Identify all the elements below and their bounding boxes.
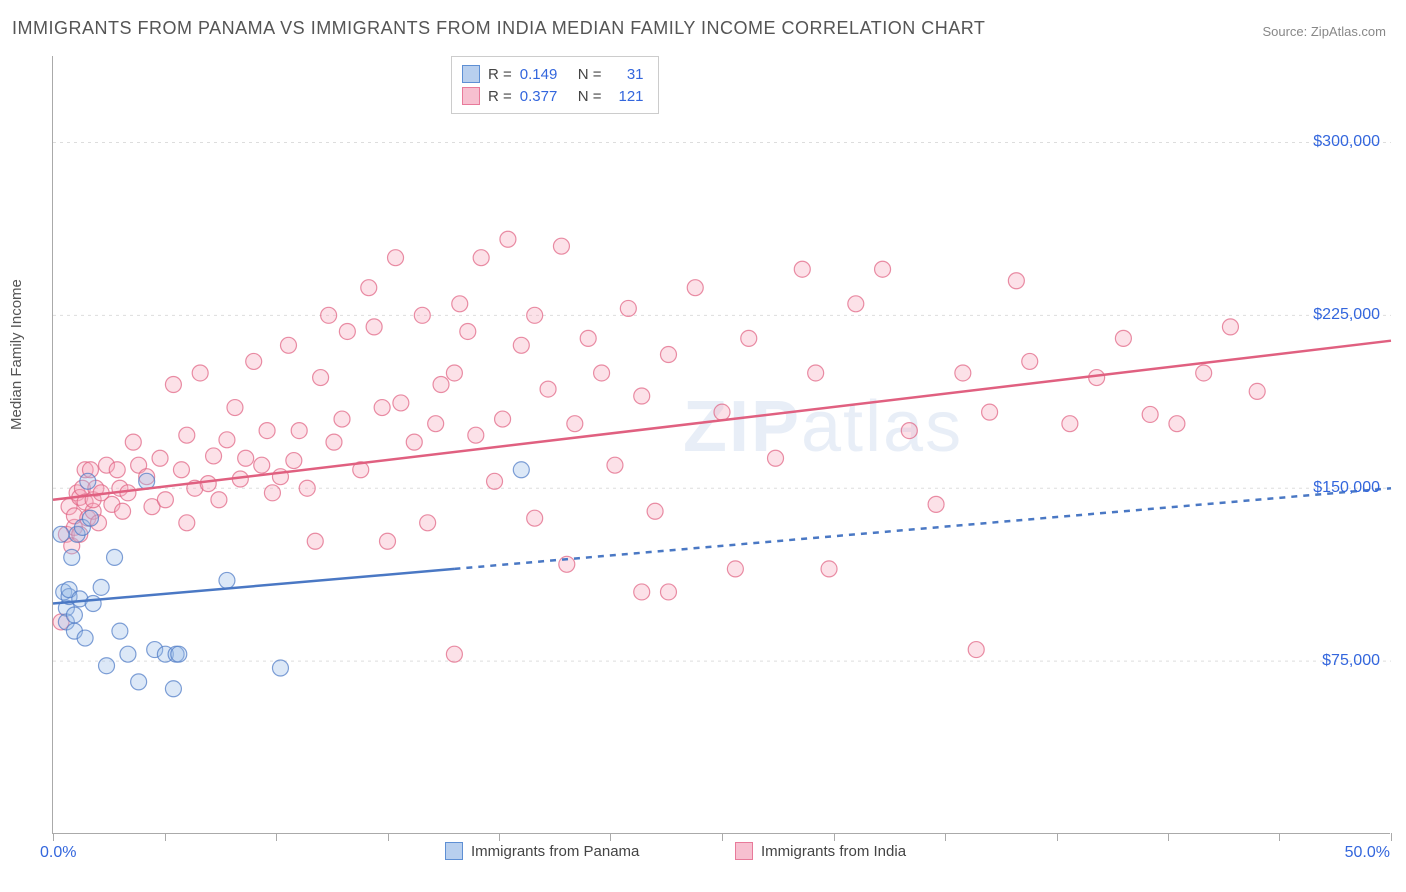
legend-label-india: Immigrants from India	[761, 843, 906, 860]
legend-swatch-india-icon	[735, 842, 753, 860]
n-value-india: 121	[610, 88, 644, 105]
n-label: N =	[578, 66, 602, 83]
y-tick-label: $75,000	[1322, 652, 1380, 670]
r-value-panama: 0.149	[520, 66, 570, 83]
n-label: N =	[578, 88, 602, 105]
r-value-india: 0.377	[520, 88, 570, 105]
swatch-india-icon	[462, 87, 480, 105]
source-label: Source:	[1262, 24, 1310, 39]
stats-row-india: R = 0.377 N = 121	[462, 85, 644, 107]
correlation-stats-box: R = 0.149 N = 31 R = 0.377 N = 121	[451, 56, 659, 114]
y-tick-label: $300,000	[1313, 133, 1380, 151]
gridlines	[53, 142, 1391, 661]
swatch-panama-icon	[462, 65, 480, 83]
chart-title: IMMIGRANTS FROM PANAMA VS IMMIGRANTS FRO…	[12, 18, 985, 39]
legend-panama: Immigrants from Panama	[445, 842, 639, 860]
source-link[interactable]: ZipAtlas.com	[1311, 24, 1386, 39]
x-tick-label-max: 50.0%	[1345, 844, 1390, 862]
stats-row-panama: R = 0.149 N = 31	[462, 63, 644, 85]
chart-svg	[53, 56, 1390, 833]
y-axis-label: Median Family Income	[8, 279, 25, 430]
legend-label-panama: Immigrants from Panama	[471, 843, 639, 860]
n-value-panama: 31	[610, 66, 644, 83]
source-attribution: Source: ZipAtlas.com	[1262, 24, 1386, 39]
trend-lines	[53, 341, 1391, 604]
legend-swatch-panama-icon	[445, 842, 463, 860]
y-tick-label: $225,000	[1313, 306, 1380, 324]
x-tick-label-min: 0.0%	[40, 844, 76, 862]
plot-area: ZIPatlas $75,000$150,000$225,000$300,000…	[52, 56, 1390, 834]
r-label: R =	[488, 66, 512, 83]
r-label: R =	[488, 88, 512, 105]
legend-india: Immigrants from India	[735, 842, 906, 860]
y-tick-label: $150,000	[1313, 479, 1380, 497]
scatter-india	[53, 231, 1265, 662]
